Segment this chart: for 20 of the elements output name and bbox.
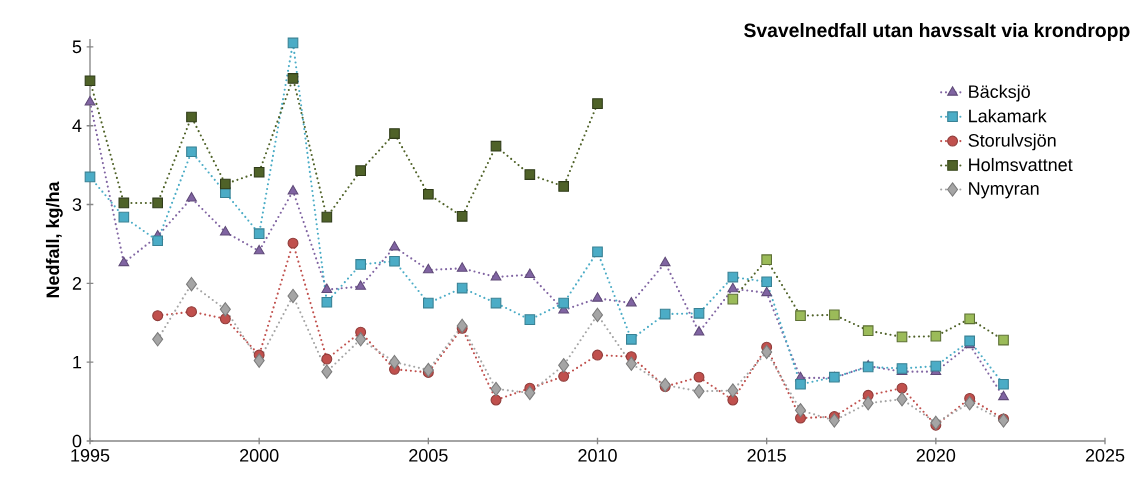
x-tick-label: 1995 xyxy=(71,449,110,462)
x-tick-label: 2015 xyxy=(747,449,786,462)
x-tick-label: 2020 xyxy=(916,449,956,462)
y-tick-label: 2 xyxy=(72,277,82,290)
y-tick-label: 5 xyxy=(72,40,82,54)
legend-label: Lakamark xyxy=(969,109,1047,123)
x-tick-label: 2025 xyxy=(1085,449,1125,462)
chart-title: Svavelnedfall utan havssalt via krondropp xyxy=(744,22,1130,42)
y-tick-label: 1 xyxy=(73,355,82,369)
legend-label: Holmsvattnet xyxy=(969,157,1073,172)
x-tick-label: 2010 xyxy=(578,449,617,462)
legend-label: Bäcksjö xyxy=(969,84,1030,102)
y-tick-label: 4 xyxy=(72,119,82,132)
x-tick-label: 2005 xyxy=(409,449,448,462)
y-axis-title: Nedfall, kg/ha xyxy=(45,181,63,298)
y-tick-label: 0 xyxy=(72,434,82,448)
y-tick-label: 3 xyxy=(72,198,82,211)
legend-label: Storulvsjön xyxy=(968,133,1056,151)
legend-label: Nymyran xyxy=(969,182,1039,199)
x-tick-label: 2000 xyxy=(240,449,279,462)
